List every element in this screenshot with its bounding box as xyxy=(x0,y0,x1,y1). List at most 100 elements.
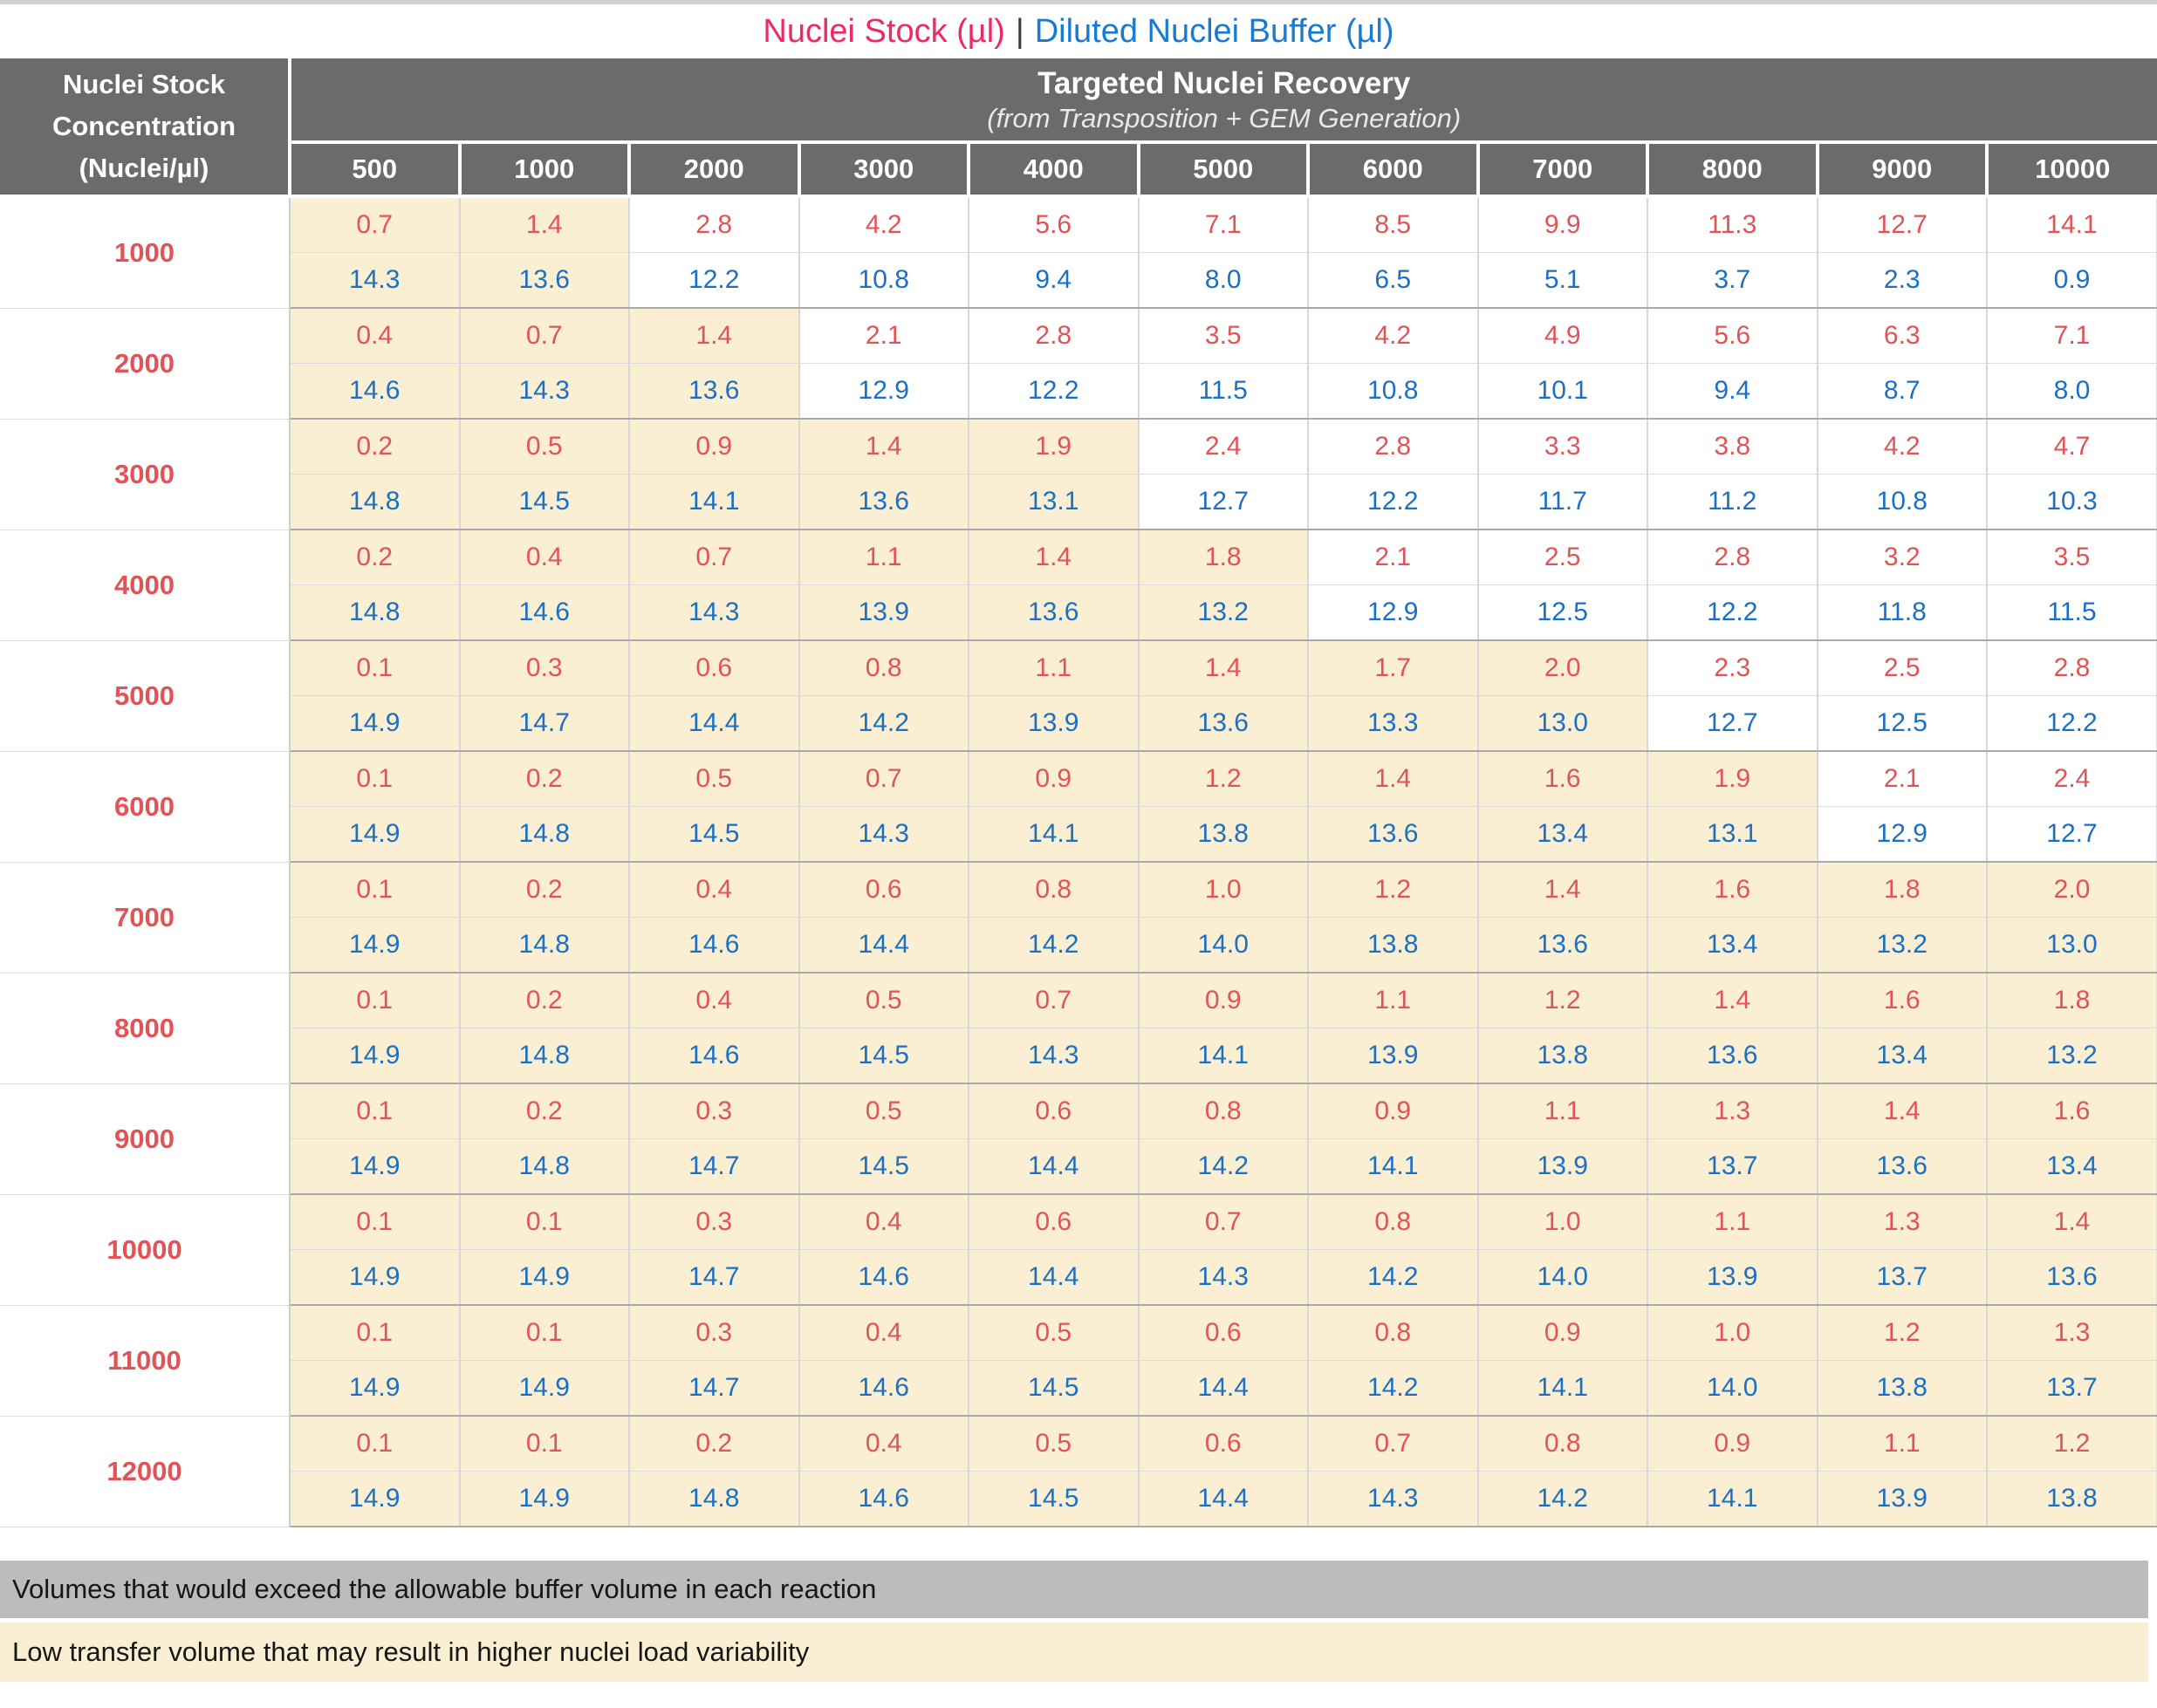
diluted-buffer-value-cell: 14.6 xyxy=(798,1471,969,1527)
nuclei-stock-value-cell: 0.8 xyxy=(1137,1083,1309,1139)
diluted-buffer-value-cell: 14.5 xyxy=(458,474,630,530)
table-row-stock: 11000 0.1 0.1 0.3 0.4 0.5 0.6 0.8 0.9 1.0 1.2 1.3 xyxy=(0,1305,2157,1417)
nuclei-stock-value-cell: 3.8 xyxy=(1647,419,1818,475)
column-group-header: Targeted Nuclei Recovery (from Transposi… xyxy=(288,58,2157,144)
table-row-stock: 1000 0.7 1.4 2.8 4.2 5.6 7.1 8.5 9.9 11.3 12.7 14.1 xyxy=(0,196,2157,309)
recovery-column-header: 9000 xyxy=(1815,140,1989,198)
nuclei-stock-value-cell: 1.9 xyxy=(968,419,1140,475)
nuclei-stock-value-cell: 1.0 xyxy=(1647,1305,1818,1361)
diluted-buffer-value-cell: 13.8 xyxy=(1137,806,1309,863)
diluted-buffer-value-cell: 14.4 xyxy=(1137,1471,1309,1527)
diluted-buffer-value-cell: 10.1 xyxy=(1476,363,1648,420)
nuclei-stock-value-cell: 4.2 xyxy=(1816,419,1988,475)
nuclei-stock-value-cell: 1.1 xyxy=(1647,1194,1818,1250)
nuclei-stock-value-cell: 2.8 xyxy=(1307,419,1479,475)
diluted-buffer-value-cell: 13.9 xyxy=(1476,1138,1648,1195)
nuclei-stock-value-cell: 0.3 xyxy=(628,1083,800,1139)
diluted-buffer-value-cell: 12.2 xyxy=(1647,584,1818,641)
diluted-buffer-value-cell: 14.8 xyxy=(289,474,461,530)
diluted-buffer-value-cell: 14.0 xyxy=(1476,1249,1648,1306)
legend-low-transfer-label: Low transfer volume that may result in h… xyxy=(12,1636,810,1667)
nuclei-stock-value-cell: 0.1 xyxy=(458,1416,630,1472)
diluted-buffer-value-cell: 13.8 xyxy=(1476,1028,1648,1084)
row-concentration-label: 12000 xyxy=(0,1416,291,1527)
nuclei-stock-value-cell: 0.9 xyxy=(628,419,800,475)
diluted-buffer-value-cell: 14.0 xyxy=(1137,917,1309,974)
table-row-buffer: 14.8 14.6 14.3 13.9 13.6 13.2 12.9 12.5 12.2 11.8… xyxy=(0,584,2157,641)
row-concentration-label: 8000 xyxy=(0,973,291,1084)
nuclei-dilution-table: Nuclei Stock Concentration (Nuclei/µl) T… xyxy=(0,58,2157,1527)
legend-low-transfer: Low transfer volume that may result in h… xyxy=(0,1623,2148,1682)
nuclei-stock-value-cell: 1.6 xyxy=(1476,751,1648,807)
nuclei-stock-value-cell: 2.1 xyxy=(798,308,969,364)
diluted-buffer-value-cell: 13.7 xyxy=(1986,1360,2157,1417)
nuclei-stock-value-cell: 0.4 xyxy=(798,1416,969,1472)
diluted-buffer-value-cell: 14.9 xyxy=(289,695,461,752)
diluted-buffer-value-cell: 13.1 xyxy=(1647,806,1818,863)
nuclei-stock-value-cell: 0.3 xyxy=(628,1305,800,1361)
diluted-buffer-value-cell: 14.9 xyxy=(289,1138,461,1195)
diluted-buffer-value-cell: 13.8 xyxy=(1307,917,1479,974)
diluted-buffer-value-cell: 14.8 xyxy=(628,1471,800,1527)
diluted-buffer-value-cell: 13.9 xyxy=(1816,1471,1988,1527)
nuclei-stock-value-cell: 2.1 xyxy=(1816,751,1988,807)
nuclei-stock-value-cell: 11.3 xyxy=(1647,196,1818,253)
diluted-buffer-value-cell: 12.7 xyxy=(1647,695,1818,752)
diluted-buffer-value-cell: 14.5 xyxy=(798,1138,969,1195)
row-concentration-label: 10000 xyxy=(0,1194,291,1306)
nuclei-stock-value-cell: 0.1 xyxy=(289,973,461,1028)
nuclei-stock-value-cell: 0.1 xyxy=(289,1416,461,1472)
recovery-column-header: 10000 xyxy=(1985,140,2157,198)
diluted-buffer-value-cell: 13.8 xyxy=(1986,1471,2157,1527)
row-concentration-label: 6000 xyxy=(0,751,291,863)
nuclei-stock-value-cell: 2.4 xyxy=(1986,751,2157,807)
nuclei-stock-value-cell: 3.3 xyxy=(1476,419,1648,475)
diluted-buffer-value-cell: 14.9 xyxy=(289,1360,461,1417)
nuclei-stock-value-cell: 3.5 xyxy=(1986,529,2157,585)
table-row-buffer: 14.9 14.8 14.7 14.5 14.4 14.2 14.1 13.9 13.7 13.6… xyxy=(0,1138,2157,1195)
diluted-buffer-value-cell: 14.3 xyxy=(968,1028,1140,1084)
diluted-buffer-value-cell: 14.8 xyxy=(289,584,461,641)
table-row-stock: 8000 0.1 0.2 0.4 0.5 0.7 0.9 1.1 1.2 1.4 1.6 1.8 xyxy=(0,973,2157,1084)
diluted-buffer-value-cell: 14.8 xyxy=(458,917,630,974)
diluted-buffer-value-cell: 14.2 xyxy=(1137,1138,1309,1195)
recovery-column-header: 3000 xyxy=(797,140,970,198)
diluted-buffer-value-cell: 14.6 xyxy=(628,1028,800,1084)
nuclei-stock-value-cell: 2.8 xyxy=(1647,529,1818,585)
nuclei-stock-value-cell: 0.6 xyxy=(628,640,800,696)
row-concentration-label: 4000 xyxy=(0,529,291,641)
diluted-buffer-value-cell: 13.7 xyxy=(1647,1138,1818,1195)
nuclei-stock-value-cell: 0.1 xyxy=(289,1194,461,1250)
nuclei-stock-value-cell: 0.2 xyxy=(289,529,461,585)
nuclei-stock-value-cell: 0.9 xyxy=(1307,1083,1479,1139)
diluted-buffer-value-cell: 14.3 xyxy=(798,806,969,863)
diluted-buffer-value-cell: 14.0 xyxy=(1647,1360,1818,1417)
title-nuclei-stock: Nuclei Stock (µl) xyxy=(763,12,1005,50)
diluted-buffer-value-cell: 8.0 xyxy=(1137,252,1309,309)
nuclei-stock-value-cell: 0.6 xyxy=(1137,1416,1309,1472)
nuclei-stock-value-cell: 0.7 xyxy=(289,196,461,253)
nuclei-stock-value-cell: 1.4 xyxy=(1476,862,1648,918)
nuclei-stock-value-cell: 0.7 xyxy=(968,973,1140,1028)
diluted-buffer-value-cell: 14.9 xyxy=(458,1249,630,1306)
nuclei-stock-value-cell: 1.6 xyxy=(1986,1083,2157,1139)
table-row-stock: 4000 0.2 0.4 0.7 1.1 1.4 1.8 2.1 2.5 2.8 3.2 3.5 xyxy=(0,529,2157,641)
diluted-buffer-value-cell: 14.3 xyxy=(1307,1471,1479,1527)
diluted-buffer-value-cell: 13.6 xyxy=(628,363,800,420)
diluted-buffer-value-cell: 14.4 xyxy=(798,917,969,974)
nuclei-stock-value-cell: 0.7 xyxy=(628,529,800,585)
diluted-buffer-value-cell: 5.1 xyxy=(1476,252,1648,309)
diluted-buffer-value-cell: 12.2 xyxy=(628,252,800,309)
table-title: Nuclei Stock (µl) | Diluted Nuclei Buffe… xyxy=(0,4,2157,58)
nuclei-stock-value-cell: 0.4 xyxy=(628,862,800,918)
nuclei-stock-value-cell: 0.5 xyxy=(968,1305,1140,1361)
diluted-buffer-value-cell: 14.9 xyxy=(458,1360,630,1417)
nuclei-stock-value-cell: 0.1 xyxy=(289,1083,461,1139)
nuclei-stock-value-cell: 5.6 xyxy=(1647,308,1818,364)
nuclei-stock-value-cell: 0.1 xyxy=(458,1305,630,1361)
diluted-buffer-value-cell: 14.1 xyxy=(968,806,1140,863)
nuclei-stock-value-cell: 1.4 xyxy=(1986,1194,2157,1250)
nuclei-stock-value-cell: 0.8 xyxy=(798,640,969,696)
nuclei-stock-value-cell: 0.2 xyxy=(458,751,630,807)
nuclei-stock-value-cell: 0.9 xyxy=(1476,1305,1648,1361)
